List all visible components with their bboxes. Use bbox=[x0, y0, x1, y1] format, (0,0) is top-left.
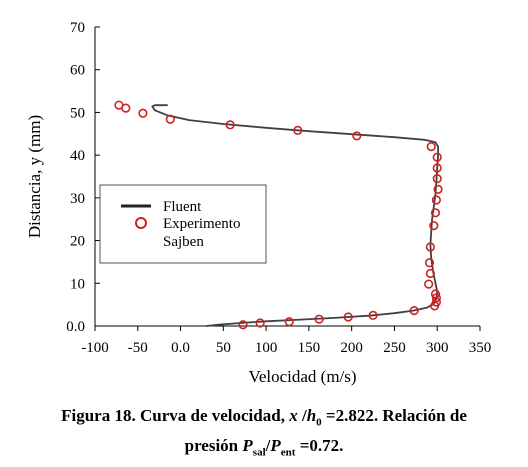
experimento-point bbox=[430, 289, 441, 299]
figure-caption: Figura 18. Curva de velocidad, x /h0 =2.… bbox=[0, 404, 528, 465]
experimento-point bbox=[165, 114, 175, 124]
legend-experimento-marker bbox=[135, 217, 147, 229]
experimento-point bbox=[409, 306, 419, 316]
x-tick-label: -100 bbox=[81, 340, 109, 356]
experimento-point bbox=[293, 125, 303, 135]
caption-h-subscript: 0 bbox=[316, 416, 322, 429]
x-axis-label: Velocidad (m/s) bbox=[248, 367, 356, 386]
caption-p-symbol-2: P bbox=[270, 436, 281, 456]
x-tick-label: 100 bbox=[255, 340, 278, 356]
caption-slash: / bbox=[301, 406, 307, 425]
experimento-point bbox=[114, 100, 124, 110]
y-axis-label: Distancia, y (mm) bbox=[25, 115, 44, 238]
experimento-point bbox=[429, 221, 439, 231]
caption-h-symbol: h bbox=[306, 406, 317, 425]
caption-prefix: Figura 18. Curva de velocidad, bbox=[61, 406, 285, 425]
experimento-point bbox=[432, 163, 442, 173]
experimento-point bbox=[255, 318, 265, 328]
caption-p-subscript-ent: ent bbox=[280, 446, 296, 459]
experimento-point bbox=[430, 208, 441, 218]
y-tick-label: 40 bbox=[70, 148, 85, 164]
y-tick-label: 60 bbox=[70, 63, 85, 79]
caption-p-symbol: P bbox=[242, 436, 253, 456]
caption-line-1: Figura 18. Curva de velocidad, x /h0 =2.… bbox=[0, 404, 528, 434]
x-tick-label: 350 bbox=[469, 340, 492, 356]
experimento-point bbox=[138, 108, 148, 118]
fluent-curve bbox=[151, 104, 439, 327]
caption-ratio-value: =2.822. Relación de bbox=[325, 406, 467, 425]
experimento-point bbox=[368, 310, 378, 320]
x-tick-label: 150 bbox=[298, 340, 321, 356]
experimento-point bbox=[343, 312, 353, 322]
y-tick-label: 0.0 bbox=[66, 319, 85, 335]
experimento-point bbox=[426, 142, 436, 152]
chart-svg: -100 -50 0.0 50 100 150 200 250 300 350 0.0 10 20 30 4… bbox=[25, 20, 491, 386]
experimento-point bbox=[432, 152, 442, 162]
experimento-point bbox=[284, 317, 294, 327]
experimento-point bbox=[431, 293, 441, 303]
y-tick-label: 10 bbox=[70, 276, 85, 292]
caption-pressure-value: =0.72. bbox=[299, 436, 344, 456]
plot-frame bbox=[94, 27, 480, 327]
x-tick-label: 250 bbox=[383, 340, 406, 356]
y-tick-label: 20 bbox=[70, 234, 85, 250]
y-tick-label: 30 bbox=[70, 191, 85, 207]
axis-ticks: -100 -50 0.0 50 100 150 200 250 300 350 0.0 10 20 30 4… bbox=[66, 20, 491, 356]
experimento-point bbox=[425, 268, 435, 279]
x-tick-label: 300 bbox=[426, 340, 449, 356]
x-tick-label: 50 bbox=[216, 340, 231, 356]
experimento-point bbox=[432, 174, 442, 184]
experimento-point bbox=[314, 314, 324, 324]
experimento-point bbox=[225, 120, 235, 130]
legend-entry-sajben: Sajben bbox=[163, 234, 204, 250]
x-tick-label: -50 bbox=[128, 340, 148, 356]
y-tick-label: 50 bbox=[70, 105, 85, 121]
caption-line-2: presión Psal/Pent =0.72. bbox=[0, 434, 528, 464]
x-tick-label: 200 bbox=[340, 340, 363, 356]
x-tick-label: 0.0 bbox=[171, 340, 190, 356]
series-layer bbox=[114, 100, 443, 330]
caption-line2-prefix: presión bbox=[184, 436, 239, 456]
caption-p-subscript-sal: sal bbox=[252, 446, 266, 459]
legend-box bbox=[99, 184, 267, 264]
experimento-point bbox=[424, 279, 434, 289]
caption-x-symbol: x bbox=[289, 406, 298, 425]
experimento-point bbox=[425, 242, 435, 252]
legend: Fluent Experimento Sajben bbox=[99, 184, 267, 264]
experimento-point bbox=[238, 320, 248, 330]
caption-slash-2: / bbox=[265, 436, 271, 456]
y-tick-label: 70 bbox=[70, 20, 85, 36]
legend-entry-fluent: Fluent bbox=[163, 199, 202, 215]
experimento-point bbox=[431, 195, 441, 205]
experimento-point bbox=[352, 131, 362, 141]
legend-entry-experimento: Experimento bbox=[163, 216, 240, 232]
experimento-point bbox=[433, 184, 443, 194]
experimento-point bbox=[424, 258, 435, 268]
